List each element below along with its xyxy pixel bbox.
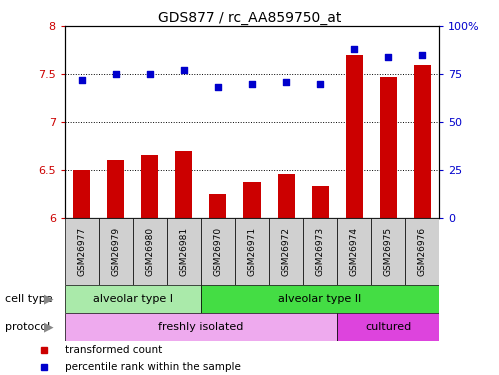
Bar (73, 170, 90, 217)
Text: ▶: ▶ (44, 292, 54, 306)
Text: GSM26972: GSM26972 (281, 227, 290, 276)
Bar (107, 160, 124, 218)
Point (214, 84, 222, 90)
Bar (133, 217, 167, 285)
Point (180, 67, 188, 73)
Text: GSM26974: GSM26974 (350, 227, 359, 276)
Bar (414, 64, 431, 218)
Bar (210, 194, 227, 217)
Text: protocol: protocol (5, 322, 50, 332)
Bar (337, 217, 371, 285)
Text: freshly isolated: freshly isolated (158, 322, 244, 332)
Point (248, 81, 256, 87)
Bar (337, 313, 439, 341)
Point (316, 81, 324, 87)
Bar (201, 217, 235, 285)
Point (146, 71, 154, 77)
Text: GSM26971: GSM26971 (248, 226, 256, 276)
Bar (201, 285, 439, 313)
Bar (380, 77, 397, 218)
Text: GSM26979: GSM26979 (111, 226, 120, 276)
Bar (141, 155, 158, 218)
Text: ▶: ▶ (44, 321, 54, 334)
Text: GSM26977: GSM26977 (77, 226, 86, 276)
Bar (65, 285, 201, 313)
Bar (277, 174, 294, 217)
Bar (167, 217, 201, 285)
Bar (405, 217, 439, 285)
Text: cultured: cultured (365, 322, 411, 332)
Text: percentile rank within the sample: percentile rank within the sample (64, 362, 241, 372)
Text: alveolar type I: alveolar type I (93, 294, 173, 304)
Bar (311, 186, 328, 218)
Bar (235, 217, 269, 285)
Point (282, 79, 290, 85)
Text: transformed count: transformed count (64, 345, 162, 355)
Bar (345, 55, 363, 217)
Point (78, 77, 86, 83)
Bar (176, 150, 193, 217)
Text: GSM26976: GSM26976 (418, 226, 427, 276)
Text: alveolar type II: alveolar type II (278, 294, 362, 304)
Bar (99, 217, 133, 285)
Text: GSM26980: GSM26980 (145, 226, 154, 276)
Bar (269, 217, 303, 285)
Bar (371, 217, 405, 285)
Point (418, 52, 426, 58)
Text: GSM26975: GSM26975 (384, 226, 393, 276)
Point (384, 54, 392, 60)
Bar (303, 217, 337, 285)
Text: GSM26981: GSM26981 (180, 226, 189, 276)
Bar (65, 313, 337, 341)
Text: GDS877 / rc_AA859750_at: GDS877 / rc_AA859750_at (158, 11, 341, 25)
Bar (244, 182, 260, 218)
Text: GSM26970: GSM26970 (214, 226, 223, 276)
Text: GSM26973: GSM26973 (315, 226, 324, 276)
Text: cell type: cell type (5, 294, 52, 304)
Point (112, 71, 120, 77)
Bar (65, 217, 99, 285)
Point (350, 46, 358, 52)
